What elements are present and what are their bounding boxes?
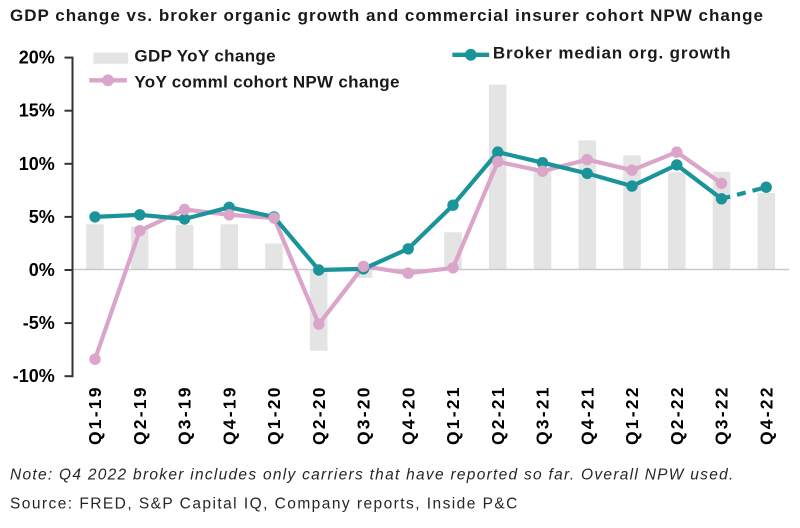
svg-text:10%: 10%	[19, 154, 55, 174]
svg-text:0%: 0%	[29, 260, 55, 280]
svg-text:-10%: -10%	[13, 366, 55, 386]
svg-text:Note: Q4 2022 broker includes: Note: Q4 2022 broker includes only carri…	[10, 467, 735, 484]
svg-text:Q3-21: Q3-21	[533, 385, 553, 445]
svg-text:Source: FRED, S&P Capital IQ,: Source: FRED, S&P Capital IQ, Company re…	[10, 495, 519, 512]
svg-text:Q3-20: Q3-20	[354, 385, 374, 445]
svg-text:Q4-21: Q4-21	[578, 385, 598, 445]
svg-text:Q2-21: Q2-21	[488, 385, 508, 445]
svg-text:5%: 5%	[29, 207, 55, 227]
svg-text:Q1-22: Q1-22	[622, 385, 642, 445]
svg-text:Q2-20: Q2-20	[309, 385, 329, 445]
svg-text:Q4-22: Q4-22	[757, 385, 777, 445]
svg-text:-5%: -5%	[23, 313, 55, 333]
svg-text:Q3-22: Q3-22	[712, 385, 732, 445]
svg-text:15%: 15%	[19, 101, 55, 121]
svg-text:GDP change vs. broker organic: GDP change vs. broker organic growth and…	[10, 6, 764, 25]
svg-text:Q4-20: Q4-20	[398, 385, 418, 445]
svg-text:Q1-19: Q1-19	[85, 385, 105, 445]
svg-text:Broker median org. growth: Broker median org. growth	[493, 43, 732, 62]
svg-text:Q1-21: Q1-21	[443, 385, 463, 445]
svg-text:GDP YoY change: GDP YoY change	[134, 47, 276, 66]
svg-text:Q1-20: Q1-20	[264, 385, 284, 445]
svg-text:20%: 20%	[19, 48, 55, 68]
svg-text:Q4-19: Q4-19	[219, 385, 239, 445]
svg-text:YoY comml cohort NPW change: YoY comml cohort NPW change	[134, 73, 399, 92]
svg-text:Q2-19: Q2-19	[130, 385, 150, 445]
svg-text:Q2-22: Q2-22	[667, 385, 687, 445]
svg-text:Q3-19: Q3-19	[175, 385, 195, 445]
